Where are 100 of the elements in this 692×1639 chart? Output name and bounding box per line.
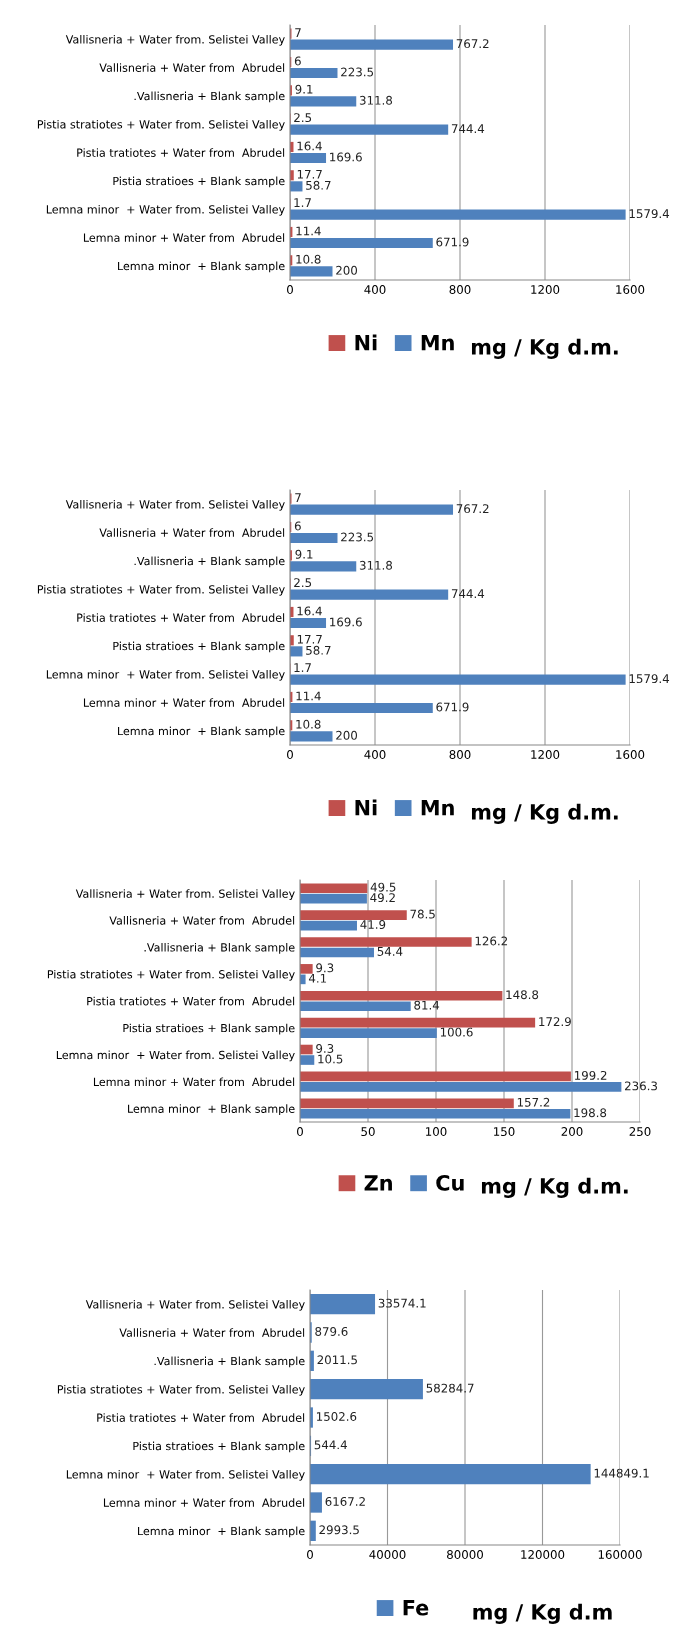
data-label: 58.7 bbox=[306, 645, 331, 655]
data-label: 671.9 bbox=[436, 237, 469, 247]
y-tick-label: Pistia stratiotes + Water from. Selistei Valley bbox=[47, 969, 295, 981]
data-label: 6 bbox=[294, 56, 301, 66]
x-tick-label: 800 bbox=[449, 285, 471, 294]
y-tick-label: Lemna minor + Blank sample bbox=[128, 1104, 295, 1116]
data-label: 200 bbox=[336, 730, 358, 740]
data-label: 2993.5 bbox=[319, 1525, 359, 1535]
y-tick-label: .Vallisneria + Blank sample bbox=[134, 556, 285, 568]
data-label: 6 bbox=[294, 521, 301, 531]
y-tick-label: Lemna minor + Water from Abrudel bbox=[103, 1498, 305, 1507]
y-tick-label: Lemna minor + Water from. Selistei Valley bbox=[56, 1050, 295, 1062]
data-label: 223.5 bbox=[341, 532, 374, 542]
data-label: 17.7 bbox=[297, 169, 322, 179]
x-tick-label: 1600 bbox=[616, 750, 645, 759]
y-tick-label: Pistia stratioes + Blank sample bbox=[133, 1441, 305, 1453]
y-tick-label: Vallisneria + Water from. Selistei Valley bbox=[75, 889, 295, 900]
y-tick-label: Pistia tratiotes + Water from Abrudel bbox=[87, 996, 295, 1006]
data-label: 744.4 bbox=[451, 589, 485, 598]
data-label: 236.3 bbox=[625, 1081, 657, 1091]
y-tick-label: .Vallisneria + Blank sample bbox=[154, 1356, 305, 1368]
data-label: 169.6 bbox=[330, 152, 362, 162]
legend-label: Mn bbox=[421, 335, 454, 351]
data-label: 311.8 bbox=[359, 560, 393, 570]
data-label: 2.5 bbox=[294, 113, 312, 123]
data-label: 81.4 bbox=[414, 1000, 440, 1010]
x-tick-label: 1200 bbox=[531, 750, 560, 759]
data-label: 11.4 bbox=[296, 691, 321, 701]
data-label: 33574.1 bbox=[378, 1298, 426, 1308]
y-tick-label: Vallisneria + Water from Abrudel bbox=[119, 1328, 305, 1337]
x-axis-title: mg / Kg d.m. bbox=[471, 803, 618, 824]
legend-label: Ni bbox=[355, 334, 377, 351]
x-axis-title: mg / Kg d.m. bbox=[481, 1177, 628, 1198]
y-tick-label: Vallisneria + Water from Abrudel bbox=[99, 528, 285, 537]
x-tick-label: 800 bbox=[449, 750, 471, 759]
data-label: 172.9 bbox=[539, 1017, 571, 1027]
data-label: 1.7 bbox=[294, 198, 311, 207]
x-tick-label: 200 bbox=[561, 1127, 583, 1136]
data-label: 49.2 bbox=[370, 893, 395, 903]
data-label: 744.4 bbox=[451, 124, 485, 133]
y-tick-label: Pistia stratioes + Blank sample bbox=[113, 641, 285, 653]
y-tick-label: Lemna minor + Water from Abrudel bbox=[83, 233, 285, 242]
legend-label: Mn bbox=[421, 800, 454, 816]
data-label: 169.6 bbox=[330, 617, 362, 627]
data-label: 1579.4 bbox=[629, 674, 670, 684]
x-tick-label: 120000 bbox=[521, 1550, 565, 1559]
y-tick-label: Pistia stratiotes + Water from. Selistei Valley bbox=[57, 1384, 305, 1396]
y-tick-label: Lemna minor + Water from. Selistei Valley bbox=[46, 204, 285, 216]
data-label: 58.7 bbox=[306, 180, 331, 190]
data-label: 9.1 bbox=[295, 549, 313, 559]
data-label: 10.5 bbox=[318, 1054, 343, 1064]
data-label: 157.2 bbox=[517, 1097, 550, 1107]
data-label: 58284.7 bbox=[426, 1383, 474, 1393]
data-label: 7 bbox=[295, 493, 301, 502]
y-tick-label: Pistia stratioes + Blank sample bbox=[113, 176, 285, 188]
x-tick-label: 0 bbox=[297, 1127, 303, 1136]
y-tick-label: Pistia tratiotes + Water from Abrudel bbox=[77, 148, 285, 157]
y-tick-label: Vallisneria + Water from. Selistei Valley bbox=[65, 34, 285, 46]
x-axis-title: mg / Kg d.m bbox=[473, 1603, 612, 1624]
data-label: 9.1 bbox=[295, 84, 313, 94]
y-tick-label: Lemna minor + Blank sample bbox=[118, 261, 285, 273]
data-label: 200 bbox=[336, 265, 358, 275]
data-label: 6167.2 bbox=[325, 1497, 365, 1506]
data-label: 10.8 bbox=[296, 719, 321, 729]
x-tick-label: 0 bbox=[287, 285, 293, 294]
x-axis-title: mg / Kg d.m. bbox=[471, 338, 618, 359]
x-tick-label: 50 bbox=[361, 1127, 375, 1136]
data-label: 148.8 bbox=[506, 990, 539, 1000]
x-tick-label: 0 bbox=[307, 1550, 313, 1559]
data-label: 671.9 bbox=[436, 702, 469, 712]
y-tick-label: .Vallisneria + Blank sample bbox=[134, 91, 285, 103]
x-tick-label: 100 bbox=[426, 1127, 447, 1136]
data-label: 879.6 bbox=[315, 1327, 348, 1336]
x-tick-label: 160000 bbox=[598, 1550, 642, 1559]
legend-label: Ni bbox=[355, 799, 377, 816]
y-tick-label: Pistia stratiotes + Water from. Selistei Valley bbox=[37, 119, 285, 131]
data-label: 144849.1 bbox=[594, 1468, 649, 1478]
legend-label: Zn bbox=[364, 1175, 392, 1191]
y-tick-label: Vallisneria + Water from Abrudel bbox=[109, 916, 295, 925]
data-label: 7 bbox=[295, 28, 301, 37]
x-tick-label: 1600 bbox=[616, 285, 645, 294]
x-tick-label: 400 bbox=[364, 285, 386, 294]
data-label: 54.4 bbox=[377, 947, 403, 956]
x-tick-label: 0 bbox=[287, 750, 293, 759]
y-tick-label: Pistia stratioes + Blank sample bbox=[123, 1023, 295, 1035]
x-tick-label: 400 bbox=[364, 750, 386, 759]
data-label: 767.2 bbox=[456, 39, 489, 49]
data-label: 2.5 bbox=[294, 578, 312, 588]
data-label: 223.5 bbox=[341, 67, 374, 77]
data-label: 10.8 bbox=[296, 254, 321, 264]
y-tick-label: Vallisneria + Water from. Selistei Valley bbox=[85, 1299, 305, 1311]
data-label: 126.2 bbox=[475, 936, 508, 946]
y-tick-label: Pistia tratiotes + Water from Abrudel bbox=[77, 613, 285, 622]
x-tick-label: 40000 bbox=[369, 1550, 406, 1559]
y-tick-label: Lemna minor + Water from. Selistei Valley bbox=[66, 1469, 305, 1481]
data-label: 1579.4 bbox=[629, 209, 670, 219]
data-label: 199.2 bbox=[574, 1070, 607, 1080]
y-tick-label: Lemna minor + Blank sample bbox=[138, 1526, 305, 1538]
data-label: 49.5 bbox=[370, 882, 396, 892]
data-label: 16.4 bbox=[297, 141, 322, 151]
